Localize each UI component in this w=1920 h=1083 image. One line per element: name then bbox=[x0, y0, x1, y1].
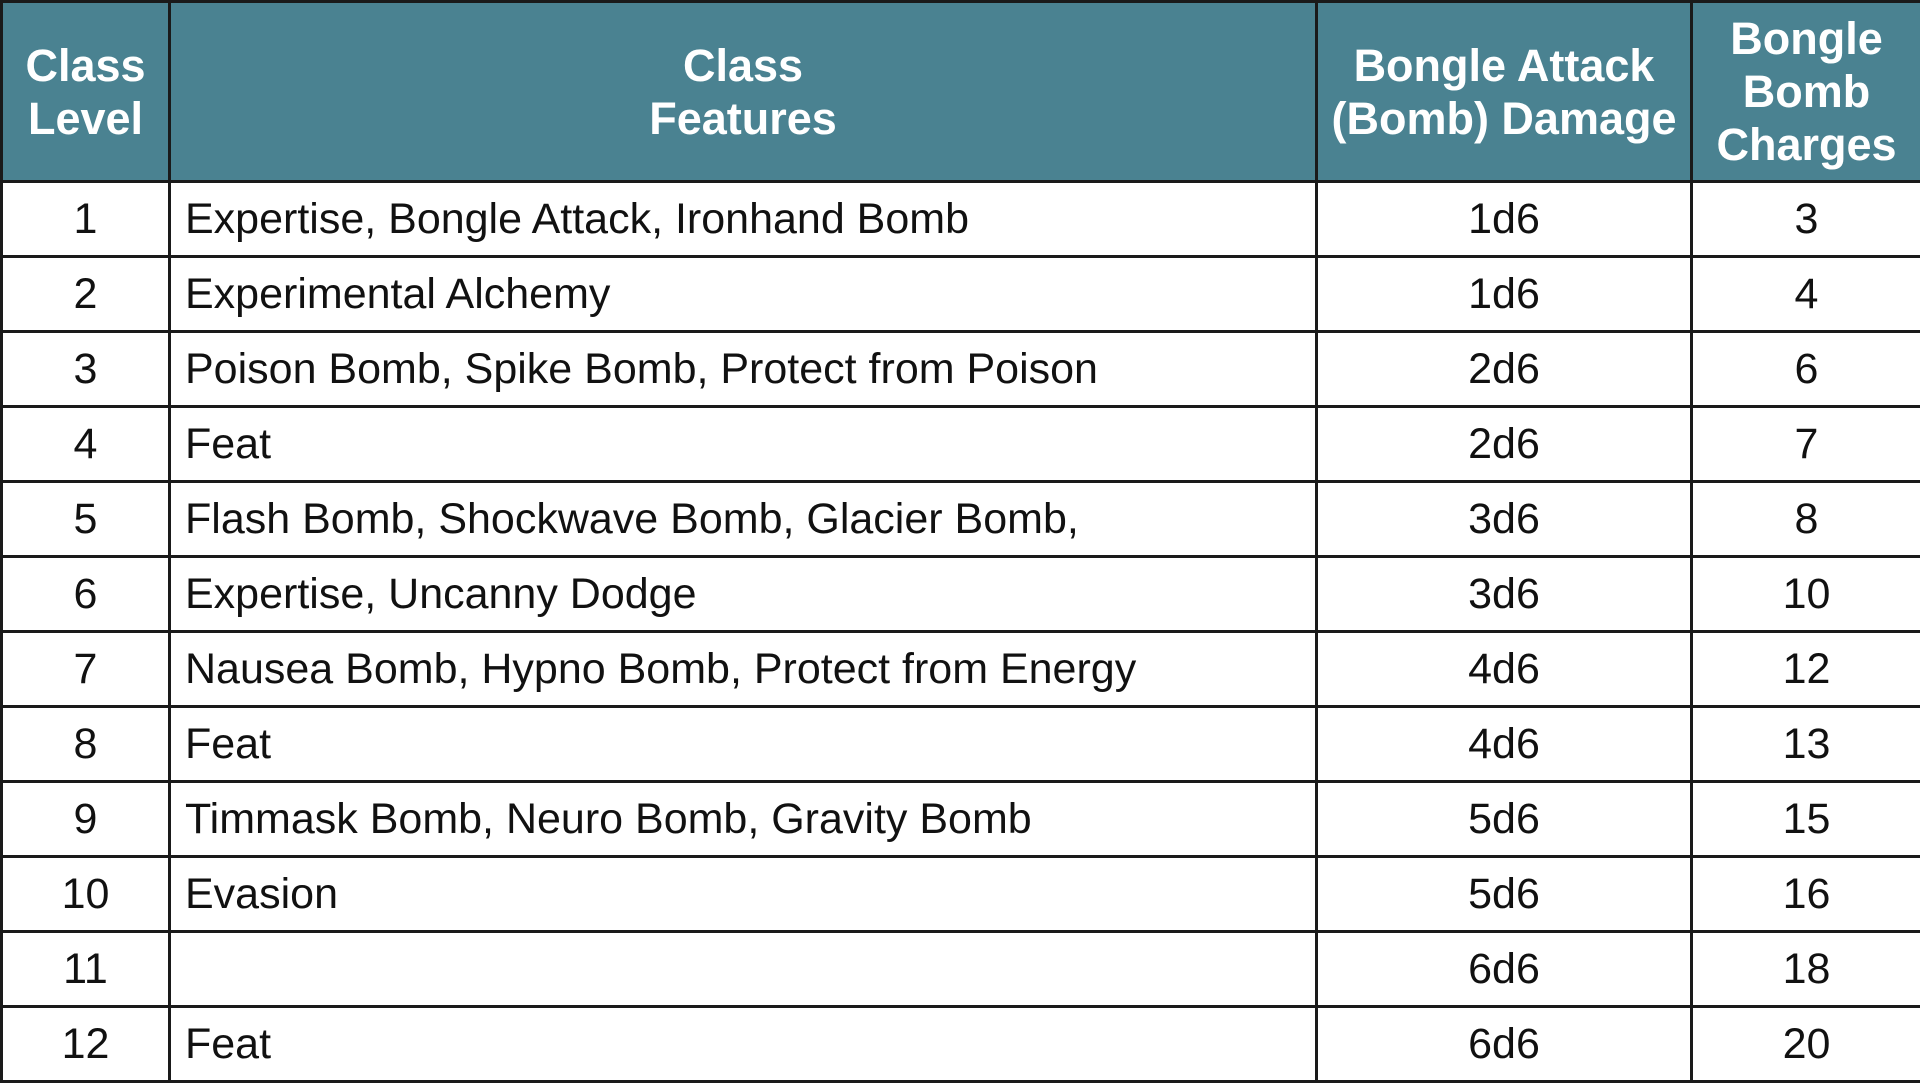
cell-bomb-charges: 10 bbox=[1692, 557, 1920, 632]
cell-bomb-damage: 5d6 bbox=[1317, 782, 1692, 857]
cell-bomb-damage: 2d6 bbox=[1317, 407, 1692, 482]
header-class-level: Class Level bbox=[2, 2, 170, 182]
cell-class-features: Nausea Bomb, Hypno Bomb, Protect from En… bbox=[170, 632, 1317, 707]
cell-class-features: Feat bbox=[170, 1007, 1317, 1082]
cell-class-level: 7 bbox=[2, 632, 170, 707]
cell-bomb-charges: 3 bbox=[1692, 182, 1920, 257]
cell-class-level: 10 bbox=[2, 857, 170, 932]
cell-class-level: 3 bbox=[2, 332, 170, 407]
cell-bomb-charges: 7 bbox=[1692, 407, 1920, 482]
cell-bomb-damage: 2d6 bbox=[1317, 332, 1692, 407]
cell-class-level: 12 bbox=[2, 1007, 170, 1082]
cell-class-features: Evasion bbox=[170, 857, 1317, 932]
header-bomb-charges: Bongle Bomb Charges bbox=[1692, 2, 1920, 182]
header-row: Class Level Class Features Bongle Attack… bbox=[2, 2, 1920, 182]
cell-bomb-damage: 1d6 bbox=[1317, 182, 1692, 257]
cell-class-level: 1 bbox=[2, 182, 170, 257]
cell-bomb-damage: 6d6 bbox=[1317, 1007, 1692, 1082]
cell-class-features bbox=[170, 932, 1317, 1007]
cell-class-features: Flash Bomb, Shockwave Bomb, Glacier Bomb… bbox=[170, 482, 1317, 557]
cell-bomb-damage: 3d6 bbox=[1317, 557, 1692, 632]
cell-class-features: Expertise, Bongle Attack, Ironhand Bomb bbox=[170, 182, 1317, 257]
cell-class-features: Timmask Bomb, Neuro Bomb, Gravity Bomb bbox=[170, 782, 1317, 857]
cell-class-level: 8 bbox=[2, 707, 170, 782]
cell-class-level: 4 bbox=[2, 407, 170, 482]
cell-bomb-charges: 15 bbox=[1692, 782, 1920, 857]
cell-bomb-damage: 4d6 bbox=[1317, 707, 1692, 782]
header-bomb-damage: Bongle Attack (Bomb) Damage bbox=[1317, 2, 1692, 182]
cell-class-level: 5 bbox=[2, 482, 170, 557]
cell-bomb-charges: 13 bbox=[1692, 707, 1920, 782]
cell-bomb-damage: 5d6 bbox=[1317, 857, 1692, 932]
cell-class-features: Feat bbox=[170, 707, 1317, 782]
table-header: Class Level Class Features Bongle Attack… bbox=[2, 2, 1920, 182]
cell-bomb-charges: 12 bbox=[1692, 632, 1920, 707]
cell-bomb-charges: 6 bbox=[1692, 332, 1920, 407]
cell-bomb-charges: 18 bbox=[1692, 932, 1920, 1007]
header-class-features: Class Features bbox=[170, 2, 1317, 182]
cell-class-features: Feat bbox=[170, 407, 1317, 482]
cell-bomb-charges: 8 bbox=[1692, 482, 1920, 557]
cell-bomb-damage: 4d6 bbox=[1317, 632, 1692, 707]
cell-bomb-charges: 4 bbox=[1692, 257, 1920, 332]
cell-bomb-charges: 20 bbox=[1692, 1007, 1920, 1082]
cell-class-level: 6 bbox=[2, 557, 170, 632]
cell-class-level: 2 bbox=[2, 257, 170, 332]
cell-bomb-damage: 1d6 bbox=[1317, 257, 1692, 332]
cell-class-features: Experimental Alchemy bbox=[170, 257, 1317, 332]
cell-class-level: 11 bbox=[2, 932, 170, 1007]
cell-class-features: Poison Bomb, Spike Bomb, Protect from Po… bbox=[170, 332, 1317, 407]
cell-class-level: 9 bbox=[2, 782, 170, 857]
cell-bomb-charges: 16 bbox=[1692, 857, 1920, 932]
cell-bomb-damage: 6d6 bbox=[1317, 932, 1692, 1007]
cell-class-features: Expertise, Uncanny Dodge bbox=[170, 557, 1317, 632]
cell-bomb-damage: 3d6 bbox=[1317, 482, 1692, 557]
